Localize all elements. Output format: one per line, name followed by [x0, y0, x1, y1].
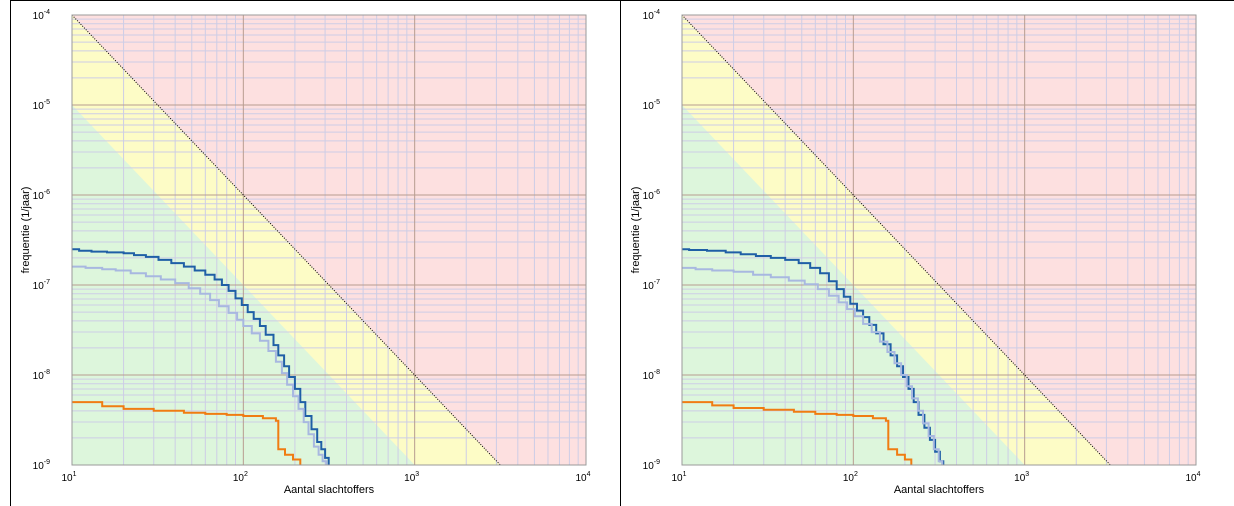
chart-svg: 101 102 103 104 10-9 10-8 10-7 10-6 10-5 10-4 Aant… [630, 9, 1201, 496]
y-axis-label: frequentie (1/jaar) [20, 187, 32, 274]
x-tick-label: 104 [1185, 471, 1200, 484]
x-tick-label: 103 [1014, 471, 1029, 484]
upper-limit-line [72, 15, 501, 465]
series-line-1 [72, 248, 330, 465]
x-tick-label: 103 [404, 471, 419, 484]
y-tick-label: 10-8 [643, 369, 660, 382]
panel-divider [620, 0, 621, 506]
fn-chart-right: 101 102 103 104 10-9 10-8 10-7 10-6 10-5 10-4 Aant… [621, 1, 1229, 506]
y-tick-label: 10-9 [33, 459, 50, 472]
x-tick-label: 102 [843, 471, 858, 484]
major-grid [72, 15, 586, 465]
series-line-3 [682, 401, 913, 465]
plot-frame [681, 14, 1197, 466]
plot-area [72, 15, 586, 465]
y-tick-label: 10-6 [33, 189, 50, 202]
upper-limit-line [682, 15, 1111, 465]
plot-area [682, 15, 1196, 465]
panel-top-border [10, 0, 1234, 1]
y-tick-label: 10-9 [643, 459, 660, 472]
minor-grid [682, 15, 1196, 465]
y-tick-label: 10-5 [33, 99, 50, 112]
series-line-3 [72, 401, 302, 465]
x-tick-label: 104 [575, 471, 590, 484]
panel-left-border [10, 0, 11, 506]
series-line-1 [682, 248, 945, 465]
series-line-2 [682, 266, 944, 465]
chart-svg: 101 102 103 104 10-9 10-8 10-7 10-6 10-5 10-4 Aant… [20, 9, 591, 496]
y-tick-label: 10-7 [33, 279, 50, 292]
y-tick-label: 10-6 [643, 189, 660, 202]
fn-chart-left: 101 102 103 104 10-9 10-8 10-7 10-6 10-5 10-4 Aant… [11, 1, 619, 506]
y-tick-label: 10-5 [643, 99, 660, 112]
plot-frame [71, 14, 587, 466]
y-axis-label: frequentie (1/jaar) [630, 187, 642, 274]
x-tick-label: 101 [61, 471, 76, 484]
y-tick-label: 10-4 [33, 9, 50, 22]
x-axis-label: Aantal slachtoffers [894, 484, 985, 496]
x-tick-label: 101 [671, 471, 686, 484]
x-axis-label: Aantal slachtoffers [284, 484, 375, 496]
y-tick-label: 10-4 [643, 9, 660, 22]
y-tick-label: 10-8 [33, 369, 50, 382]
y-tick-label: 10-7 [643, 279, 660, 292]
series-line-2 [72, 265, 328, 465]
x-tick-label: 102 [233, 471, 248, 484]
